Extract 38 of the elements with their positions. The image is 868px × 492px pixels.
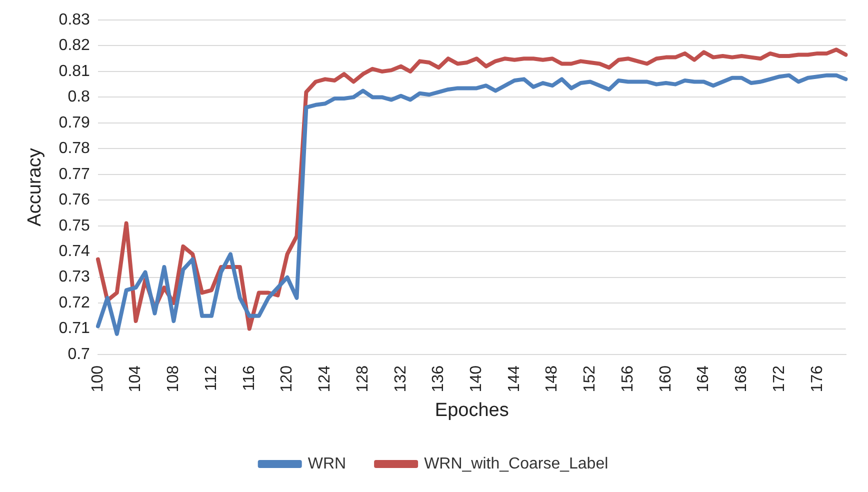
y-tick-label: 0.76	[58, 192, 90, 209]
y-tick-label: 0.81	[58, 62, 90, 80]
x-tick-label: 156	[619, 365, 636, 392]
x-tick-label: 148	[544, 365, 561, 392]
y-tick-label: 0.83	[58, 11, 90, 28]
x-tick-label: 120	[278, 365, 296, 392]
y-tick-label: 0.82	[58, 37, 90, 54]
y-tick-label: 0.7	[68, 346, 90, 363]
x-tick-label: 152	[582, 365, 599, 392]
x-tick-label: 160	[657, 365, 674, 392]
y-axis-title: Accuracy	[24, 148, 46, 226]
x-tick-label: 104	[127, 365, 144, 392]
x-tick-label: 108	[165, 365, 182, 392]
legend-label: WRN_with_Coarse_Label	[424, 455, 608, 472]
x-tick-label: 132	[392, 365, 410, 392]
y-tick-label: 0.8	[68, 88, 90, 106]
x-tick-label: 124	[316, 365, 334, 392]
x-tick-label: 128	[354, 365, 372, 392]
y-tick-label: 0.72	[58, 294, 90, 312]
y-tick-label: 0.71	[58, 320, 90, 338]
y-tick-label: 0.77	[58, 166, 90, 183]
y-tick-label: 0.75	[58, 217, 90, 234]
x-tick-label: 168	[733, 365, 750, 392]
x-tick-label: 112	[202, 365, 220, 392]
y-tick-label: 0.78	[58, 140, 90, 158]
x-tick-label: 140	[468, 365, 486, 392]
x-tick-label: 144	[506, 365, 523, 392]
y-tick-label: 0.73	[58, 268, 90, 286]
legend-label: WRN	[308, 455, 346, 472]
y-tick-label: 0.79	[58, 114, 90, 132]
x-axis-title: Epoches	[434, 400, 509, 421]
x-tick-label: 172	[770, 365, 788, 392]
x-tick-label: 100	[89, 365, 106, 392]
x-tick-label: 116	[240, 365, 258, 392]
x-tick-label: 176	[808, 365, 826, 392]
x-tick-label: 164	[695, 365, 712, 392]
y-tick-label: 0.74	[58, 242, 90, 260]
x-tick-label: 136	[430, 365, 448, 392]
